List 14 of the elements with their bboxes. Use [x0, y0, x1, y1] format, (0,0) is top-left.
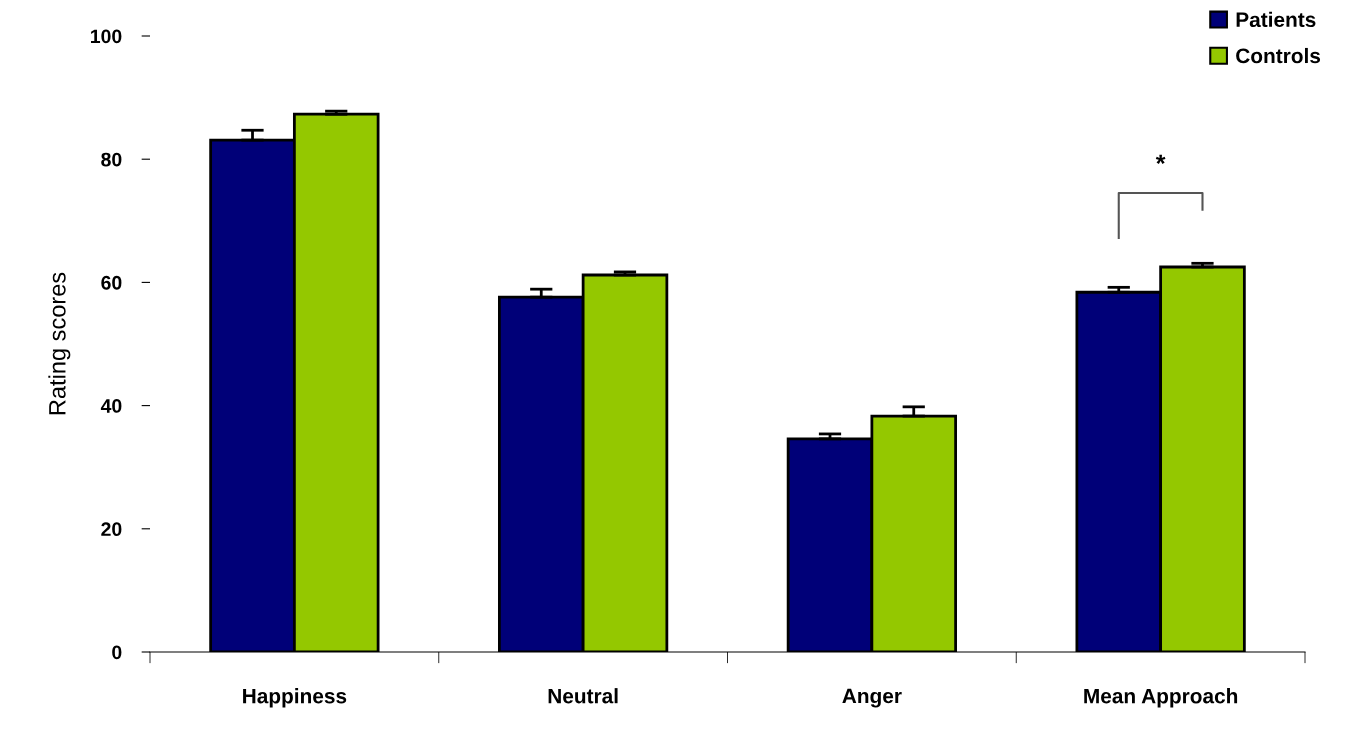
x-tick-label: Mean Approach: [1084, 688, 1238, 708]
annotation: *: [1155, 154, 1166, 164]
x-tick-label: Neutral: [548, 688, 618, 704]
y-tick-label: 60: [101, 275, 122, 290]
x-tick-label: Happiness: [243, 688, 347, 708]
x-tick-label: Anger: [842, 688, 902, 708]
y-tick-label: 40: [100, 399, 122, 413]
legend-label: Patients: [1236, 11, 1316, 28]
y-tick-label: 80: [101, 152, 122, 167]
y-tick-label: 0: [112, 645, 122, 660]
legend-label: Controls: [1236, 47, 1321, 64]
y-axis-title: Rating scores: [48, 272, 71, 415]
y-tick-label: 100: [91, 29, 122, 44]
y-tick-label: 20: [101, 522, 122, 537]
